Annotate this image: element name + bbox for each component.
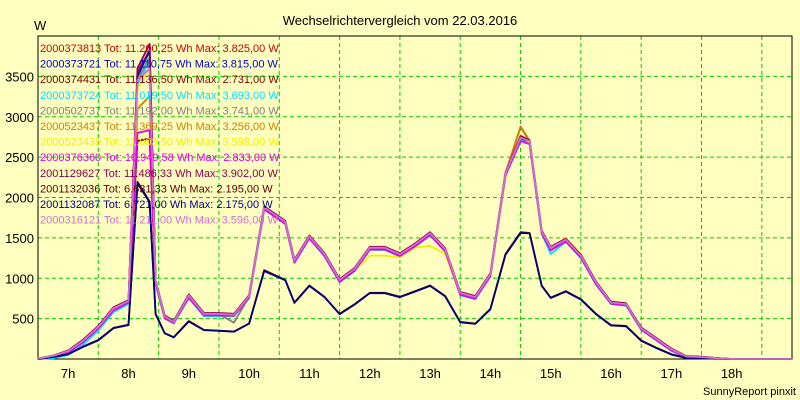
legend: 2000373813 Tot: 11.200,25 Wh Max: 3.825,… — [40, 43, 280, 227]
x-tick-label: 11h — [299, 366, 320, 381]
x-tick-label: 8h — [121, 366, 135, 381]
legend-entry: 2000316121 Tot: 11.211,00 Wh Max: 3.596,… — [40, 215, 279, 227]
series-lines — [37, 43, 792, 360]
x-tick-label: 13h — [419, 366, 441, 381]
legend-entry: 2000523439 Tot: 11.003,50 Wh Max: 3.598,… — [40, 137, 279, 149]
x-tick-label: 10h — [238, 366, 260, 381]
legend-entry: 2000373721 Tot: 11.110,75 Wh Max: 3.815,… — [40, 59, 279, 71]
legend-entry: 2001132036 Tot: 6.631,33 Wh Max: 2.195,0… — [40, 183, 273, 195]
y-tick-labels: 500 1000 1500 2000 2500 3000 3500 — [5, 69, 34, 326]
legend-entry: 2000373813 Tot: 11.200,25 Wh Max: 3.825,… — [40, 43, 279, 55]
y-tick-label: 1500 — [5, 231, 34, 246]
x-tick-label: 9h — [182, 366, 196, 381]
legend-entry: 2001129627 Tot: 11.486,33 Wh Max: 3.902,… — [40, 168, 279, 180]
y-tick-label: 2000 — [5, 191, 34, 206]
x-tick-label: 15h — [540, 366, 562, 381]
y-tick-label: 2500 — [5, 150, 34, 165]
legend-entry: 2000373724 Tot: 11.019,50 Wh Max: 3.693,… — [40, 90, 279, 102]
x-tick-label: 18h — [721, 366, 743, 381]
footer-credit: SunnyReport pinxit — [703, 386, 796, 398]
x-tick-label: 16h — [600, 366, 622, 381]
legend-entry: 2000502737 Tot: 11.192,00 Wh Max: 3.741,… — [40, 105, 279, 117]
y-tick-label: 1000 — [5, 271, 34, 286]
x-tick-label: 14h — [480, 366, 502, 381]
chart-title: Wechselrichtervergleich vom 22.03.2016 — [283, 13, 518, 28]
x-tick-label: 17h — [661, 366, 683, 381]
grid — [37, 36, 792, 359]
series-line-11 — [37, 182, 792, 360]
y-axis-label: W — [34, 18, 47, 33]
legend-entry: 2000376360 Tot: 10.949,58 Wh Max: 2.833,… — [40, 152, 280, 164]
x-tick-label: 12h — [359, 366, 381, 381]
x-tick-label: 7h — [61, 366, 75, 381]
series-line-12 — [37, 67, 792, 360]
legend-entry: 2000523437 Tot: 11.369,25 Wh Max: 3.256,… — [40, 121, 279, 133]
plot-frame — [37, 35, 793, 360]
legend-entry: 2001132087 Tot: 6.721,00 Wh Max: 2.175,0… — [40, 199, 273, 211]
y-tick-label: 3500 — [5, 69, 34, 84]
legend-entry: 2000374431 Tot: 11.136,50 Wh Max: 2.731,… — [40, 74, 279, 86]
y-tick-label: 500 — [12, 312, 34, 327]
y-tick-label: 3000 — [5, 110, 34, 125]
x-tick-labels: 7h 8h 9h 10h 11h 12h 13h 14h 15h 16h 17h 18h — [61, 366, 743, 381]
